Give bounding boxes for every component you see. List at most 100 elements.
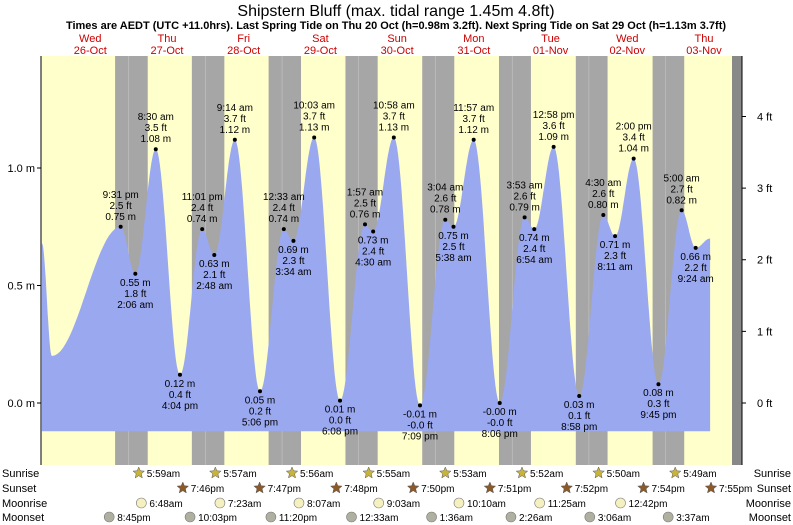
tide-label-line: 2:00 pm <box>616 122 652 133</box>
tide-label-line: 0.03 m <box>564 400 595 411</box>
tide-label-line: 2:06 am <box>117 300 153 311</box>
sunset-icon <box>329 481 343 494</box>
tide-label-line: 0.79 m <box>509 202 540 213</box>
tide-point <box>212 252 217 257</box>
tide-label-line: 4:30 am <box>585 178 621 189</box>
low-tide-label: 0.55 m1.8 ft2:06 am <box>117 278 153 311</box>
moonset-icon <box>662 511 674 523</box>
tide-label-line: 2.6 ft <box>592 189 614 200</box>
tide-label-line: 0.1 ft <box>568 411 590 422</box>
tide-point <box>532 227 537 232</box>
tide-label-line: 5:38 am <box>435 253 471 264</box>
sunrise-icon <box>438 466 452 479</box>
moonset-time: 3:37am <box>676 513 709 524</box>
sunset-time: 7:52pm <box>575 484 608 495</box>
tide-label-line: 0.74 m <box>519 233 550 244</box>
sunrise-icon <box>362 466 376 479</box>
tide-label-line: 12:33 am <box>263 192 305 203</box>
sunset-time: 7:47pm <box>268 484 301 495</box>
day-header-date: 31-Oct <box>457 45 490 57</box>
tide-label-line: 1.08 m <box>140 134 171 145</box>
moonrise-time: 6:48am <box>149 499 182 510</box>
high-tide-label: 9:14 am3.7 ft1.12 m <box>217 103 253 136</box>
tide-point <box>471 137 476 142</box>
tide-label-line: 7:09 pm <box>402 431 438 442</box>
tide-point <box>312 135 317 140</box>
low-tide-label: 0.73 m2.4 ft4:30 am <box>355 235 391 268</box>
row-label-sunrise: Sunrise <box>2 468 39 480</box>
tide-label-line: 3.5 ft <box>145 123 167 134</box>
moonset-time: 10:03pm <box>198 513 237 524</box>
row-label-right-sunrise: Sunrise <box>754 468 791 480</box>
sunrise-time: 5:59am <box>147 469 180 480</box>
tide-label-line: 1:57 am <box>347 187 383 198</box>
moonrise-icon <box>615 497 626 509</box>
tide-label-line: 2.1 ft <box>203 270 225 281</box>
high-tide-label: 5:00 am2.7 ft0.82 m <box>664 173 700 206</box>
tide-point <box>451 224 456 229</box>
low-tide-label: 0.01 m0.0 ft6:08 pm <box>322 405 358 438</box>
tide-label-line: 2.5 ft <box>354 198 376 209</box>
tide-label-line: 2.3 ft <box>282 256 304 267</box>
tide-label-line: 3.7 ft <box>383 111 405 122</box>
high-tide-label: 9:31 pm2.5 ft0.75 m <box>103 190 139 223</box>
day-header-date: 29-Oct <box>304 45 337 57</box>
y-tick-label-ft: 4 ft <box>757 111 772 123</box>
tide-label-line: 0.74 m <box>187 214 218 225</box>
tide-label-line: 4:30 am <box>355 257 391 268</box>
sunset-icon <box>560 481 574 494</box>
night-band <box>732 56 742 465</box>
sunrise-time: 5:52am <box>530 469 563 480</box>
sunset-time: 7:46pm <box>191 484 224 495</box>
tide-point <box>153 147 158 152</box>
tide-point <box>631 156 636 161</box>
tide-label-line: 11:01 pm <box>182 192 223 203</box>
sunset-time: 7:54pm <box>652 484 685 495</box>
tide-label-line: 2.4 ft <box>191 203 213 214</box>
tide-labels: 9:31 pm2.5 ft0.75 m 0.55 m1.8 ft2:06 am 8:… <box>103 100 714 442</box>
day-header-dow: Fri <box>237 33 250 45</box>
tide-point <box>232 137 237 142</box>
y-tick-label-m: 0.0 m <box>7 398 35 410</box>
tide-label-line: 0.05 m <box>245 395 276 406</box>
sunrise-time: 5:50am <box>607 469 640 480</box>
low-tide-label: 0.71 m2.3 ft8:11 am <box>597 240 632 273</box>
low-tide-label: 0.12 m0.4 ft4:04 pm <box>162 379 198 412</box>
moonset-icon <box>265 511 277 523</box>
low-tide-label: 0.05 m0.2 ft5:06 pm <box>242 395 278 428</box>
sunset-icon <box>637 481 650 494</box>
day-header-dow: Sat <box>312 33 329 45</box>
tide-label-line: -0.00 m <box>483 407 517 418</box>
tide-point <box>133 271 138 276</box>
tide-point <box>443 217 448 222</box>
day-header-date: 01-Nov <box>533 45 569 57</box>
day-header-date: 30-Oct <box>381 45 414 57</box>
tide-point <box>577 393 582 398</box>
high-tide-label: 2:00 pm3.4 ft1.04 m <box>616 122 652 155</box>
y-tick-label-ft: 0 ft <box>757 398 772 410</box>
high-tide-label: 3:53 am2.6 ft0.79 m <box>507 180 543 213</box>
tide-point <box>601 213 606 217</box>
tide-label-line: 0.63 m <box>199 259 230 270</box>
tide-label-line: 1.12 m <box>458 125 489 136</box>
tide-label-line: 6:08 pm <box>322 427 358 438</box>
tide-label-line: 9:24 am <box>678 274 714 285</box>
tide-label-line: 2.5 ft <box>442 242 464 253</box>
moonrise-time: 9:03am <box>387 499 420 510</box>
day-header-dow: Wed <box>79 33 101 45</box>
moonrise-icon <box>214 497 226 509</box>
y-tick-label-ft: 3 ft <box>757 183 772 195</box>
tide-label-line: 0.75 m <box>438 231 469 242</box>
sunrise-icon <box>515 466 529 479</box>
tide-label-line: 5:00 am <box>664 173 700 184</box>
low-tide-label: -0.00 m-0.0 ft8:06 pm <box>482 407 518 440</box>
high-tide-label: 8:30 am3.5 ft1.08 m <box>138 112 174 145</box>
high-tide-label: 1:57 am2.5 ft0.76 m <box>347 187 383 220</box>
y-tick-label-m: 1.0 m <box>7 163 35 175</box>
day-header-dow: Thu <box>157 33 176 45</box>
tide-label-line: 3.7 ft <box>463 114 485 125</box>
tide-label-line: 0.0 ft <box>329 416 351 427</box>
low-tide-label: 0.03 m0.1 ft8:58 pm <box>561 400 597 433</box>
moonrise-icon <box>453 497 465 509</box>
moonrise-icon <box>136 497 147 509</box>
